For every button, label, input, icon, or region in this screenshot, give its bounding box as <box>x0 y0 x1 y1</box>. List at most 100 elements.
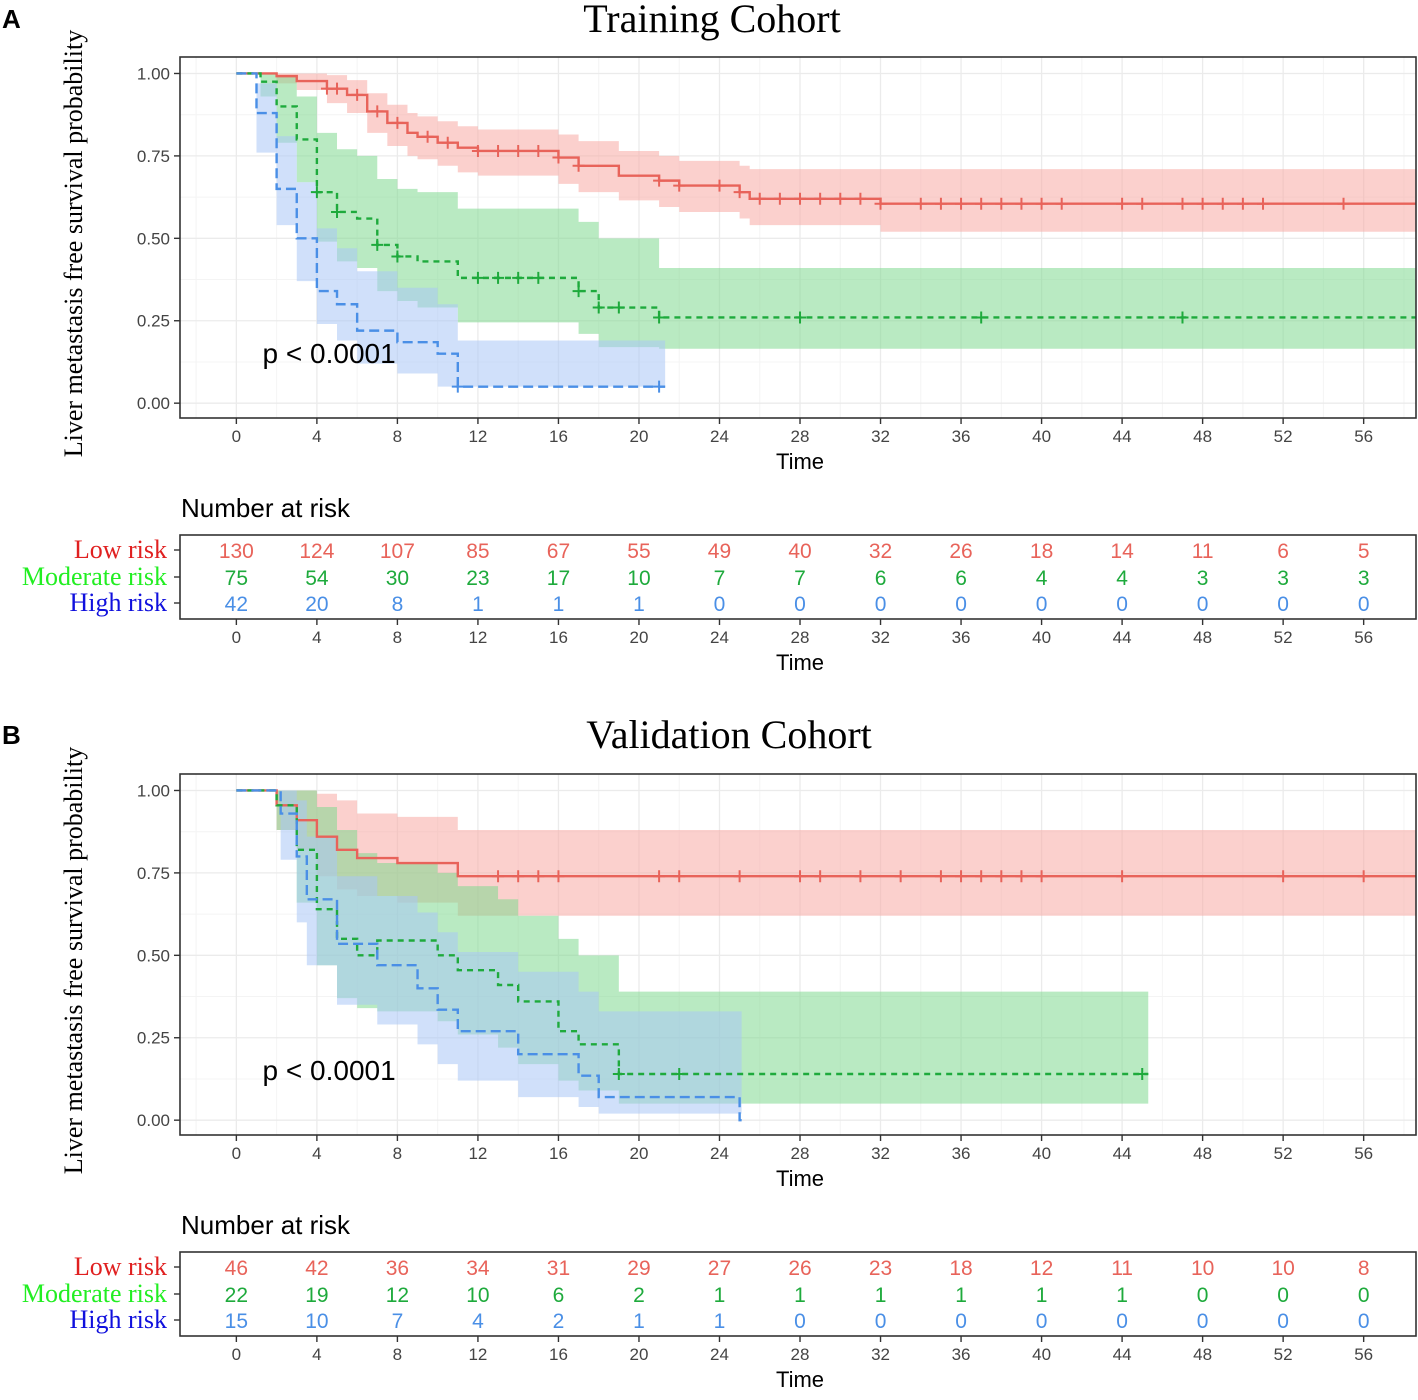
x-tick-label: 52 <box>1274 427 1293 446</box>
table-x-tick-label: 44 <box>1113 628 1132 647</box>
low-risk-count: 14 <box>1110 540 1134 563</box>
moderate-risk-censor-mark <box>512 271 525 284</box>
low-risk-censor-mark <box>1357 870 1370 883</box>
low-risk-censor-mark <box>733 186 746 199</box>
moderate-risk-count: 12 <box>386 1284 409 1307</box>
low-risk-censor-mark <box>1055 197 1068 210</box>
low-risk-censor-mark <box>552 870 565 883</box>
table-x-tick-label: 12 <box>468 1345 487 1364</box>
low-risk-censor-mark <box>814 870 827 883</box>
low-risk-censor-mark <box>995 197 1008 210</box>
moderate-risk-count: 1 <box>1116 1284 1128 1307</box>
table-x-tick-label: 24 <box>710 628 729 647</box>
low-risk-censor-mark <box>955 870 968 883</box>
low-risk-censor-mark <box>914 197 927 210</box>
y-tick-label: 0.50 <box>137 229 170 248</box>
moderate-risk-count: 75 <box>225 567 248 590</box>
low-risk-censor-mark <box>1035 870 1048 883</box>
low-risk-censor-mark <box>753 192 766 205</box>
low-risk-censor-mark <box>673 870 686 883</box>
moderate-risk-count: 17 <box>547 567 570 590</box>
low-risk-row-label: Low risk <box>74 535 167 564</box>
x-tick-label: 44 <box>1113 1144 1132 1163</box>
low-risk-censor-mark <box>532 870 545 883</box>
high-risk-count: 4 <box>472 1310 484 1333</box>
panel-a: A Training Cohort p < 0.0001 0.00 0.25 0.50 0.… <box>2 0 1417 675</box>
moderate-risk-count: 23 <box>466 567 489 590</box>
low-risk-censor-mark <box>512 870 525 883</box>
low-risk-count: 26 <box>949 540 972 563</box>
low-risk-censor-mark <box>331 82 344 95</box>
low-risk-censor-mark <box>1277 870 1290 883</box>
table-x-tick-label: 20 <box>630 628 649 647</box>
high-risk-count: 42 <box>225 593 248 616</box>
y-tick-label: 0.00 <box>137 1111 170 1130</box>
x-tick-label: 16 <box>549 1144 568 1163</box>
table-x-tick-label: 32 <box>871 1345 890 1364</box>
moderate-risk-count: 0 <box>1277 1284 1289 1307</box>
low-risk-censor-mark <box>1216 197 1229 210</box>
table-x-tick-label: 0 <box>232 1345 241 1364</box>
moderate-risk-censor-mark <box>1176 311 1189 324</box>
x-tick-label: 20 <box>630 1144 649 1163</box>
x-tick-label: 16 <box>549 427 568 446</box>
moderate-risk-censor-mark <box>1136 1068 1149 1081</box>
high-risk-count: 0 <box>1116 593 1128 616</box>
x-tick-label: 36 <box>952 427 971 446</box>
moderate-risk-count: 22 <box>225 1284 248 1307</box>
high-risk-count: 0 <box>955 1310 967 1333</box>
moderate-risk-censor-mark <box>471 271 484 284</box>
high-risk-row-label: High risk <box>70 588 168 617</box>
low-risk-count: 29 <box>627 1257 650 1280</box>
table-x-tick-label: 0 <box>232 628 241 647</box>
low-risk-count: 130 <box>219 540 254 563</box>
low-risk-censor-mark <box>512 144 525 157</box>
table-x-tick-label: 40 <box>1032 628 1051 647</box>
table-x-tick-label: 52 <box>1274 628 1293 647</box>
low-risk-count: 55 <box>627 540 650 563</box>
moderate-risk-censor-mark <box>391 250 404 263</box>
high-risk-count: 2 <box>553 1310 565 1333</box>
moderate-risk-count: 54 <box>305 567 329 590</box>
x-tick-label: 20 <box>630 427 649 446</box>
plot-frame <box>179 773 1417 1136</box>
low-risk-censor-mark <box>371 105 384 118</box>
moderate-risk-censor-mark <box>673 1068 686 1081</box>
table-x-tick-label: 40 <box>1032 1345 1051 1364</box>
moderate-risk-censor-mark <box>532 271 545 284</box>
x-tick-label: 0 <box>232 427 241 446</box>
y-tick-label: 0.00 <box>137 394 170 413</box>
low-risk-count: 42 <box>305 1257 328 1280</box>
low-risk-count: 26 <box>788 1257 811 1280</box>
low-risk-count: 31 <box>547 1257 570 1280</box>
moderate-risk-censor-mark <box>612 301 625 314</box>
moderate-risk-censor-mark <box>492 271 505 284</box>
table-x-tick-label: 16 <box>549 1345 568 1364</box>
risk-table-frame <box>179 534 1417 620</box>
x-tick-label: 44 <box>1113 427 1132 446</box>
table-x-tick-label: 52 <box>1274 1345 1293 1364</box>
p-value-annotation: p < 0.0001 <box>263 1055 396 1086</box>
table-x-tick-label: 48 <box>1193 1345 1212 1364</box>
high-risk-ci-band <box>236 73 666 387</box>
low-risk-censor-mark <box>1236 197 1249 210</box>
y-axis-label: Liver metastasis free survival probabili… <box>59 30 88 457</box>
high-risk-count: 1 <box>553 593 565 616</box>
high-risk-ci-band <box>236 790 742 1114</box>
moderate-risk-censor-mark <box>310 186 323 199</box>
moderate-risk-count: 30 <box>386 567 409 590</box>
low-risk-ci-band <box>236 73 1416 232</box>
low-risk-count: 34 <box>466 1257 490 1280</box>
high-risk-count: 0 <box>1358 593 1370 616</box>
table-x-tick-label: 8 <box>393 628 402 647</box>
low-risk-censor-mark <box>1257 197 1270 210</box>
moderate-risk-count: 7 <box>794 567 806 590</box>
low-risk-censor-mark <box>713 179 726 192</box>
moderate-risk-count: 6 <box>553 1284 565 1307</box>
high-risk-count: 0 <box>1197 1310 1209 1333</box>
high-risk-censor-mark <box>451 380 464 393</box>
moderate-risk-curve <box>236 72 1416 319</box>
moderate-risk-count: 4 <box>1116 567 1128 590</box>
panel-label: A <box>2 4 21 34</box>
